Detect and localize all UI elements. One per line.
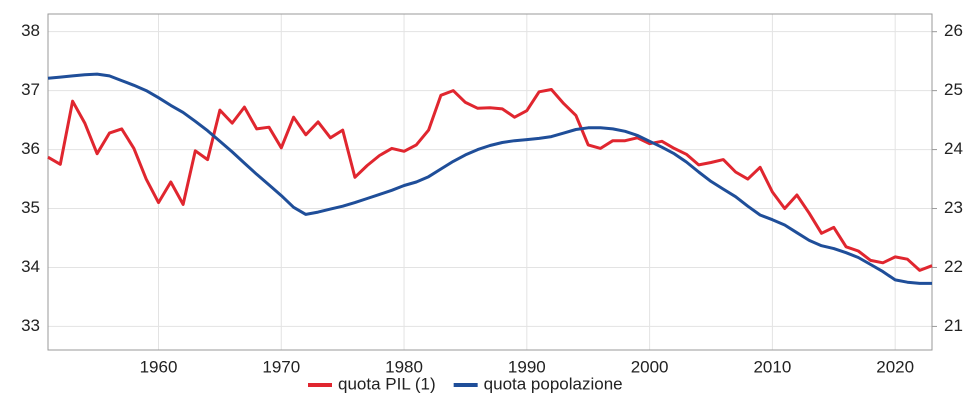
y-tick-label: 36 [21,139,40,158]
y2-tick-label: 24 [944,139,963,158]
y-tick-label: 34 [21,257,40,276]
x-tick-label: 2020 [876,357,914,376]
y2-tick-label: 22 [944,257,963,276]
legend-label: quota PIL (1) [338,374,436,393]
y-tick-label: 38 [21,21,40,40]
y2-tick-label: 23 [944,198,963,217]
plot-frame [47,13,933,351]
x-tick-label: 2000 [631,357,669,376]
y2-tick-label: 21 [944,316,963,335]
x-tick-label: 1990 [508,357,546,376]
legend-label: quota popolazione [484,374,623,393]
y-tick-label: 37 [21,80,40,99]
series-line [47,72,932,285]
y2-tick-label: 25 [944,80,963,99]
y2-tick-label: 26 [944,21,963,40]
y-tick-label: 35 [21,198,40,217]
x-tick-label: 1960 [140,357,178,376]
x-tick-label: 2010 [753,357,791,376]
series-line [47,88,933,272]
y-tick-label: 33 [21,316,40,335]
x-tick-label: 1970 [262,357,300,376]
x-tick-label: 1980 [385,357,423,376]
